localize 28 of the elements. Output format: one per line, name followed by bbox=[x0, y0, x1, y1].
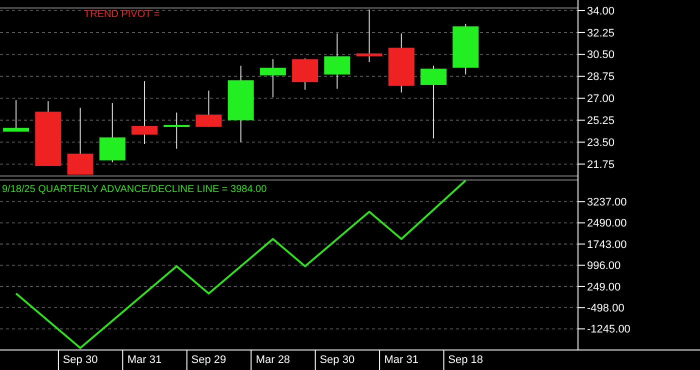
y-tick-label: 23.50 bbox=[587, 137, 615, 149]
candlestick bbox=[3, 100, 30, 132]
y-tick-label: 1743.00 bbox=[587, 238, 627, 251]
y-tick-label: 34.00 bbox=[587, 5, 615, 18]
y-tick-label: 2490.00 bbox=[587, 218, 627, 230]
y-tick-label: 28.75 bbox=[587, 71, 615, 84]
y-tick-label: -498.00 bbox=[587, 302, 624, 315]
annotation: TREND PIVOT = bbox=[84, 9, 160, 20]
x-tick-label: Mar 31 bbox=[384, 354, 419, 366]
y-tick-label: 32.25 bbox=[587, 27, 615, 40]
x-tick-label: Sep 18 bbox=[448, 354, 484, 366]
x-tick-label: Sep 30 bbox=[62, 354, 98, 366]
candlestick bbox=[356, 9, 382, 63]
x-tick-label: Sep 29 bbox=[191, 354, 226, 366]
chart-title: 9/18/25 QUARTERLY ADVANCE/DECLINE LINE = 3984.00 bbox=[2, 184, 268, 195]
y-tick-label: 996.00 bbox=[587, 260, 621, 272]
y-tick-label: 27.00 bbox=[587, 93, 615, 106]
candlestick bbox=[164, 112, 190, 150]
y-tick-label: 30.50 bbox=[587, 49, 615, 62]
y-tick-label: -1245.00 bbox=[587, 324, 630, 336]
x-tick-label: Mar 31 bbox=[127, 354, 162, 366]
x-tick-label: Mar 28 bbox=[256, 354, 290, 366]
y-tick-label: 21.75 bbox=[587, 158, 615, 171]
y-tick-label: 249.00 bbox=[587, 281, 621, 294]
y-tick-label: 25.25 bbox=[587, 115, 615, 128]
y-tick-label: 3237.00 bbox=[587, 196, 627, 209]
candlestick bbox=[132, 80, 158, 145]
x-tick-label: Sep 30 bbox=[320, 354, 355, 366]
